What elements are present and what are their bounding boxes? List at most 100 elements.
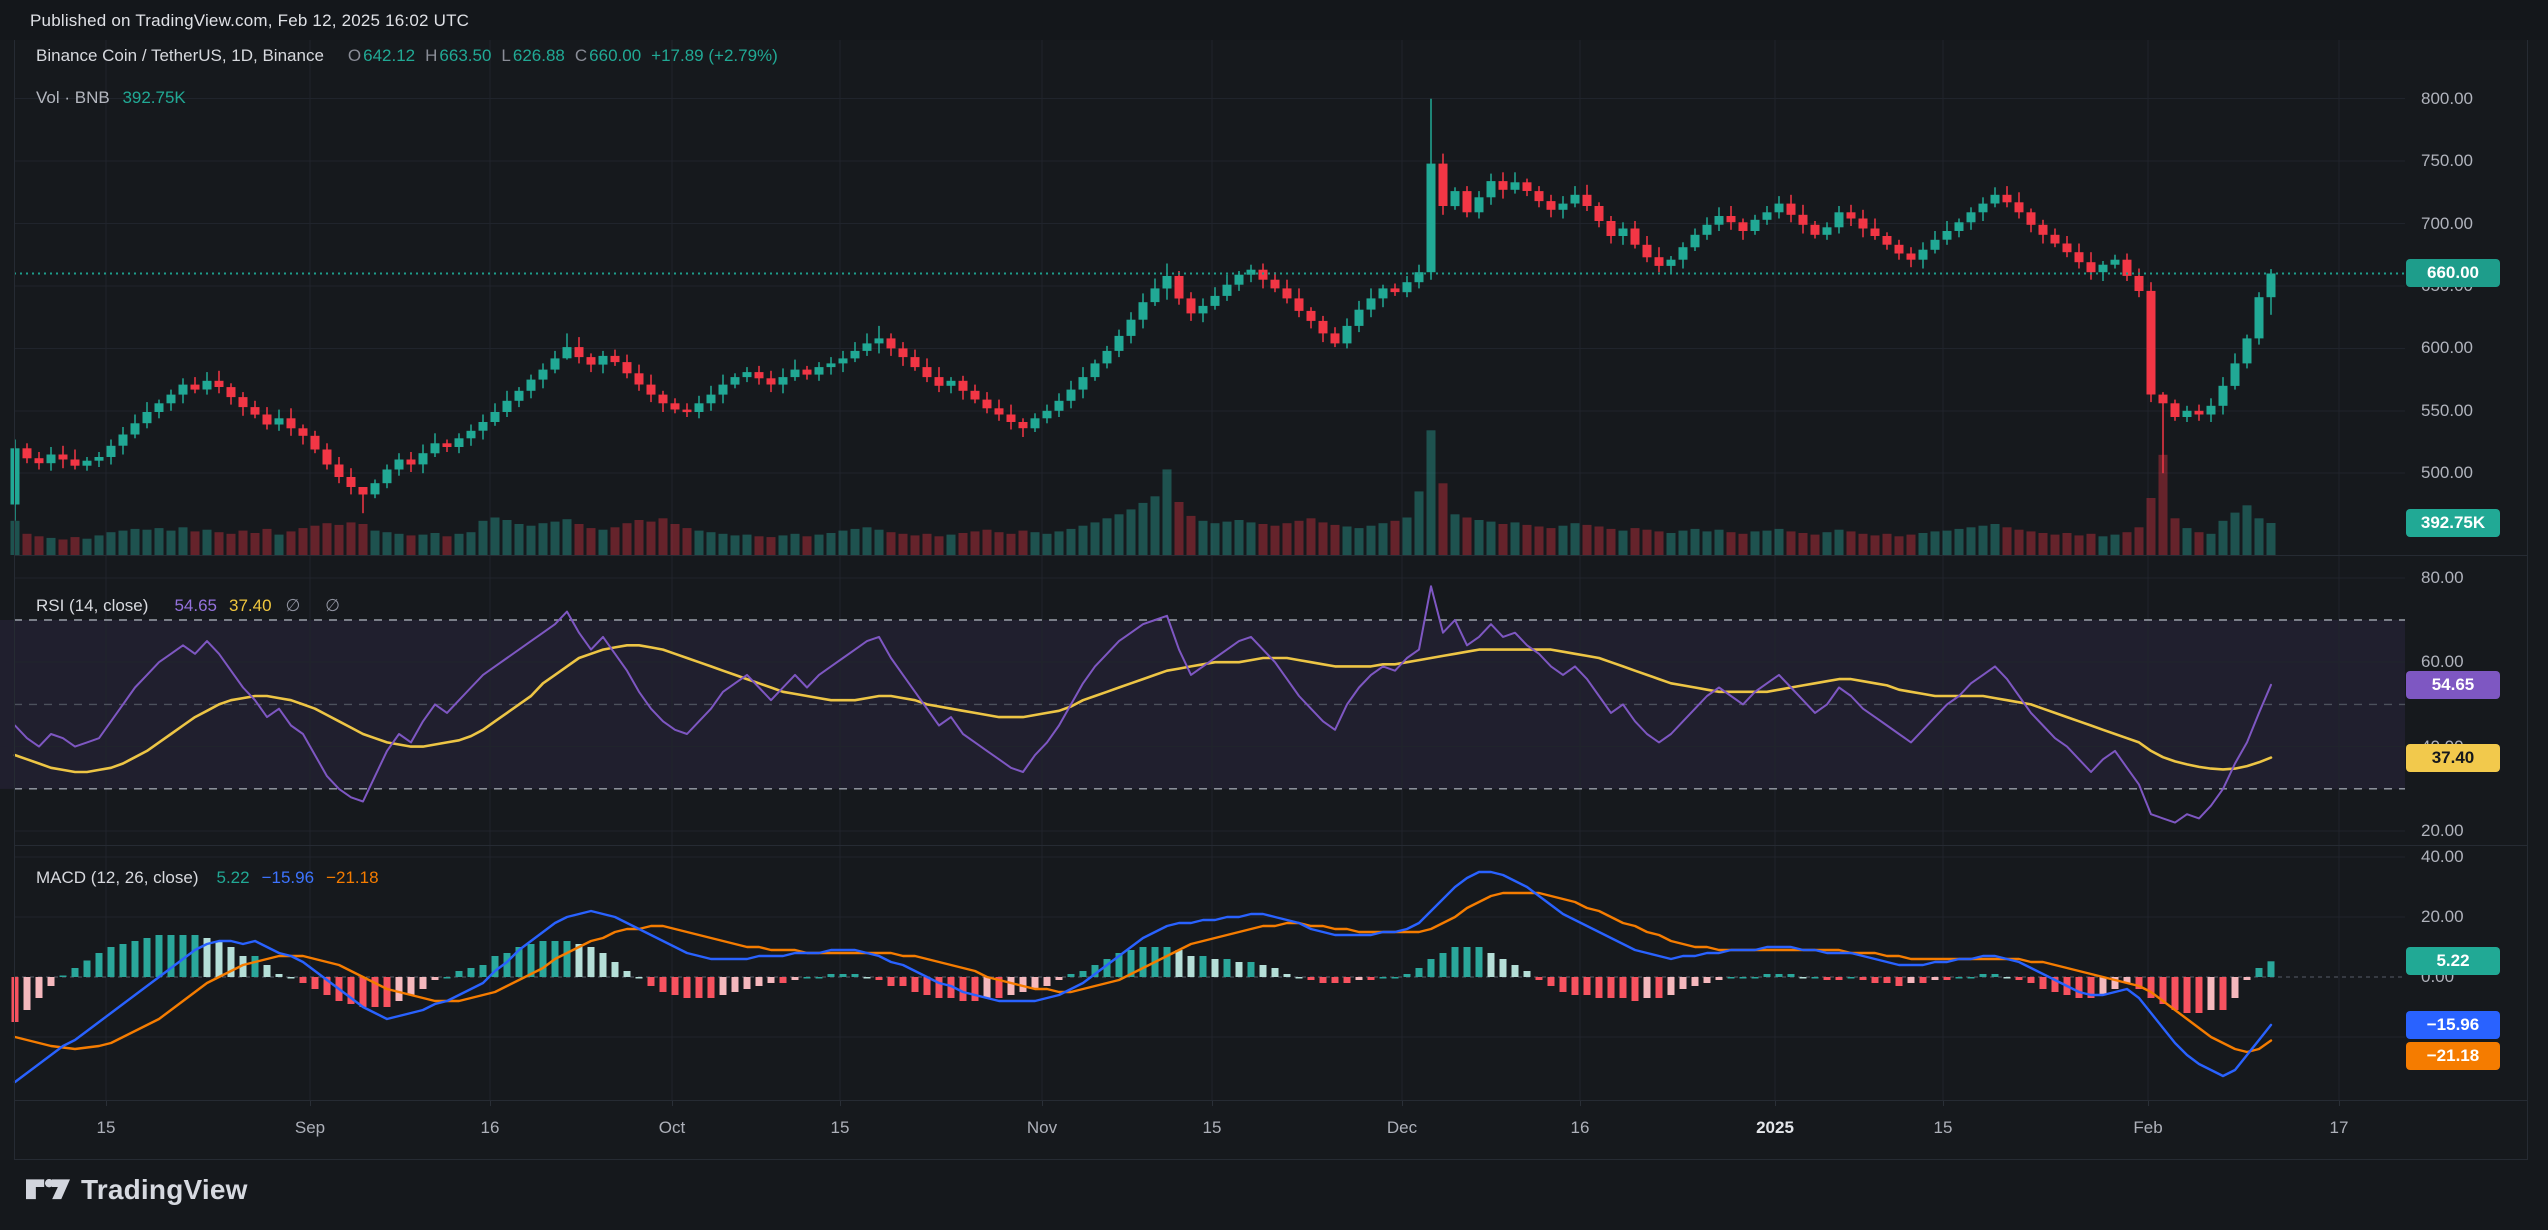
pane-separator[interactable] <box>14 555 2527 556</box>
tradingview-logo[interactable]: TradingView <box>26 1174 248 1206</box>
candle-body <box>622 362 632 374</box>
rsi-pane[interactable] <box>0 555 2405 845</box>
candle-body <box>886 338 896 349</box>
macd-histogram-bar <box>227 947 235 977</box>
volume-bar <box>754 536 764 555</box>
volume-bar <box>1258 524 1268 555</box>
macd-histogram-bar <box>671 977 679 995</box>
volume-bar <box>322 523 332 555</box>
candle-body <box>946 380 956 386</box>
candle-body <box>1186 298 1196 314</box>
volume-bar <box>202 529 212 555</box>
candle-body <box>922 367 932 378</box>
pane-separator[interactable] <box>14 845 2527 846</box>
macd-histogram-bar <box>707 977 715 998</box>
macd-histogram-bar <box>2015 977 2023 980</box>
time-axis[interactable]: 15 Sep 16 Oct 15 Nov 15 Dec 16 2025 15 Feb 17 <box>0 1100 2548 1160</box>
volume-bar <box>334 524 344 555</box>
volume-bar <box>970 531 980 555</box>
macd-histogram-bar <box>1835 977 1843 980</box>
price-axis[interactable]: 800.00750.00700.00650.00600.00550.00500.… <box>2405 40 2548 1100</box>
candle-body <box>658 394 668 404</box>
volume-bar <box>118 530 128 555</box>
candle-body <box>1318 320 1328 334</box>
macd-histogram-bar <box>1559 977 1567 992</box>
pane-separator[interactable] <box>14 1100 2527 1101</box>
macd-histogram-bar <box>2219 977 2227 1010</box>
macd-histogram-bar <box>83 960 91 977</box>
rsi-empty-values: ∅ ∅ <box>285 596 350 615</box>
macd-histogram <box>11 935 2275 1022</box>
candle-body <box>1078 377 1088 390</box>
volume-bar <box>814 534 824 555</box>
macd-histogram-bar <box>2123 977 2131 983</box>
volume-bar <box>394 533 404 555</box>
candle-body <box>2218 385 2228 406</box>
price-tick-label: 500.00 <box>2421 463 2473 483</box>
rsi-badge: 54.65 <box>2406 670 2500 699</box>
candle-body <box>1954 222 1964 231</box>
candle-body <box>2122 259 2132 276</box>
candle-body <box>1222 284 1232 296</box>
volume-bar <box>766 537 776 555</box>
volume-bar <box>70 537 80 555</box>
macd-histogram-bar <box>155 935 163 977</box>
candle-body <box>2050 234 2060 244</box>
volume-bar <box>1426 430 1436 555</box>
candle-body <box>1810 224 1820 235</box>
candle-body <box>70 459 80 466</box>
rsi-tick-label: 20.00 <box>2421 821 2464 841</box>
macd-histogram-bar <box>971 977 979 1001</box>
macd-histogram-bar <box>1631 977 1639 1001</box>
volume-bar <box>10 520 20 555</box>
macd-histogram-bar <box>1079 971 1087 977</box>
candle-body <box>262 414 272 425</box>
candle-body <box>1390 288 1400 293</box>
rsi-title: RSI (14, close) <box>36 596 149 615</box>
volume-bar <box>214 532 224 555</box>
candle-body <box>1498 181 1508 190</box>
volume-bar <box>610 527 620 555</box>
volume-bar <box>742 534 752 555</box>
candle-body <box>442 443 452 447</box>
volume-bar <box>1762 530 1772 555</box>
candle-body <box>646 384 656 395</box>
low-label: L <box>501 46 511 65</box>
volume-bar <box>502 520 512 555</box>
candle-body <box>1966 212 1976 223</box>
volume-bar <box>58 539 68 555</box>
macd-histogram-bar <box>1991 974 1999 977</box>
macd-histogram-bar <box>1943 977 1951 980</box>
volume-bar <box>850 528 860 555</box>
volume-bar <box>430 533 440 555</box>
volume-bar <box>94 535 104 555</box>
volume-bar <box>2254 518 2264 555</box>
candle-body <box>2230 363 2240 386</box>
macd-histogram-bar <box>1211 959 1219 977</box>
macd-legend: MACD (12, 26, close) 5.22 −15.96 −21.18 <box>36 868 379 888</box>
open-label: O <box>347 46 362 65</box>
candle-body <box>2254 297 2264 339</box>
macd-histogram-bar <box>1007 977 1015 995</box>
macd-badge: −15.96 <box>2406 1010 2500 1039</box>
volume-bar <box>1678 530 1688 555</box>
candle-body <box>2014 202 2024 213</box>
macd-histogram-bar <box>599 953 607 977</box>
candle-body <box>802 369 812 375</box>
macd-histogram-bar <box>1931 977 1939 980</box>
macd-histogram-bar <box>1607 977 1615 998</box>
macd-pane[interactable] <box>0 845 2405 1100</box>
macd-histogram-bar <box>1655 977 1663 998</box>
candle-body <box>154 403 164 412</box>
volume-bar <box>622 523 632 555</box>
volume-bar <box>1966 527 1976 555</box>
volume-bars <box>10 430 2276 555</box>
macd-histogram-bar <box>1979 974 1987 977</box>
volume-bar <box>1606 528 1616 555</box>
high-value: 663.50 <box>439 46 492 65</box>
candle-body <box>358 487 368 495</box>
candle-body <box>766 378 776 385</box>
macd-histogram-bar <box>1139 947 1147 977</box>
price-pane[interactable] <box>0 40 2405 555</box>
last-price-badge: 660.00 <box>2406 259 2500 288</box>
